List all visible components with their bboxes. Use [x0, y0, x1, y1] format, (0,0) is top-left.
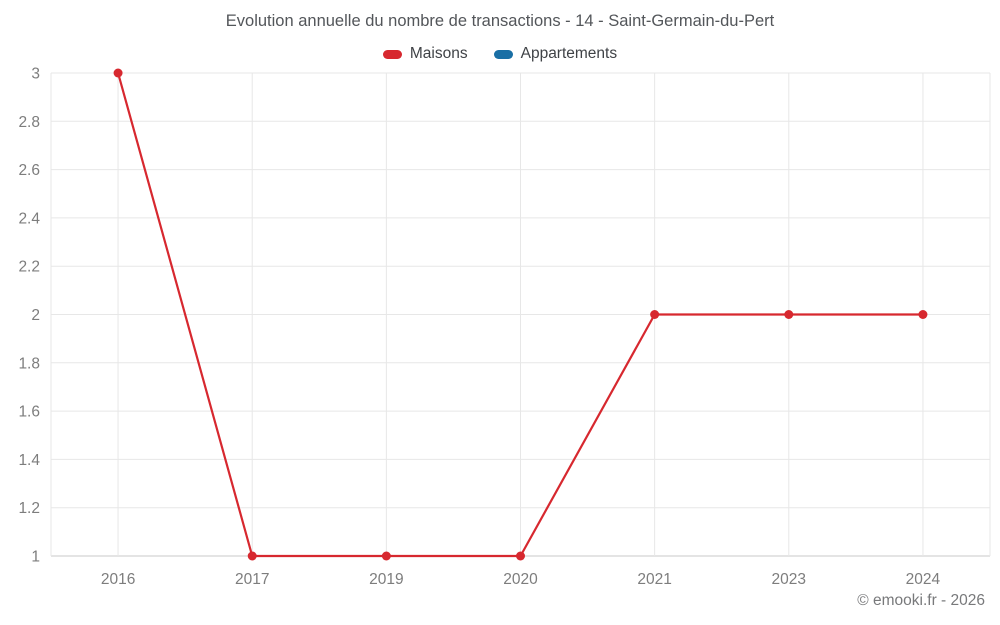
y-tick-label: 2.2 [18, 259, 40, 276]
y-tick-label: 1 [31, 549, 40, 566]
x-tick-label: 2020 [503, 571, 538, 588]
x-tick-label: 2024 [906, 571, 941, 588]
appartements-legend-swatch [493, 49, 513, 59]
maisons-data-point[interactable] [113, 68, 123, 78]
maisons-data-point[interactable] [247, 551, 257, 561]
y-tick-label: 2 [31, 307, 40, 324]
chart-title: Evolution annuelle du nombre de transact… [225, 12, 775, 30]
y-tick-label: 1.6 [18, 404, 40, 421]
maisons-data-point[interactable] [516, 551, 525, 561]
maisons-legend-swatch [382, 49, 402, 59]
y-tick-label: 1.8 [18, 355, 40, 372]
y-tick-label: 2.4 [18, 210, 40, 227]
x-tick-label: 2021 [637, 571, 671, 588]
x-tick-label: 2019 [369, 571, 403, 588]
y-tick-label: 2.6 [18, 162, 40, 179]
appartements-legend-label: Appartements [520, 45, 618, 62]
maisons-legend-label: Maisons [409, 45, 468, 62]
x-tick-label: 2023 [772, 571, 806, 588]
legend: Maisons Appartements [0, 45, 1000, 63]
y-tick-label: 1.4 [18, 452, 40, 469]
x-tick-label: 2016 [101, 571, 135, 588]
maisons-data-point[interactable] [381, 551, 391, 561]
maisons-data-point[interactable] [918, 310, 928, 319]
y-tick-label: 1.2 [18, 500, 40, 517]
x-tick-label: 2017 [235, 571, 269, 588]
legend-item-appartements[interactable]: Appartements [493, 45, 618, 63]
legend-item-maisons[interactable]: Maisons [382, 45, 468, 63]
y-tick-label: 3 [31, 66, 40, 83]
copyright-text: © emooki.fr - 2026 [857, 592, 985, 609]
y-tick-label: 2.8 [18, 114, 40, 131]
maisons-data-point[interactable] [784, 310, 794, 319]
maisons-data-point[interactable] [650, 310, 660, 319]
